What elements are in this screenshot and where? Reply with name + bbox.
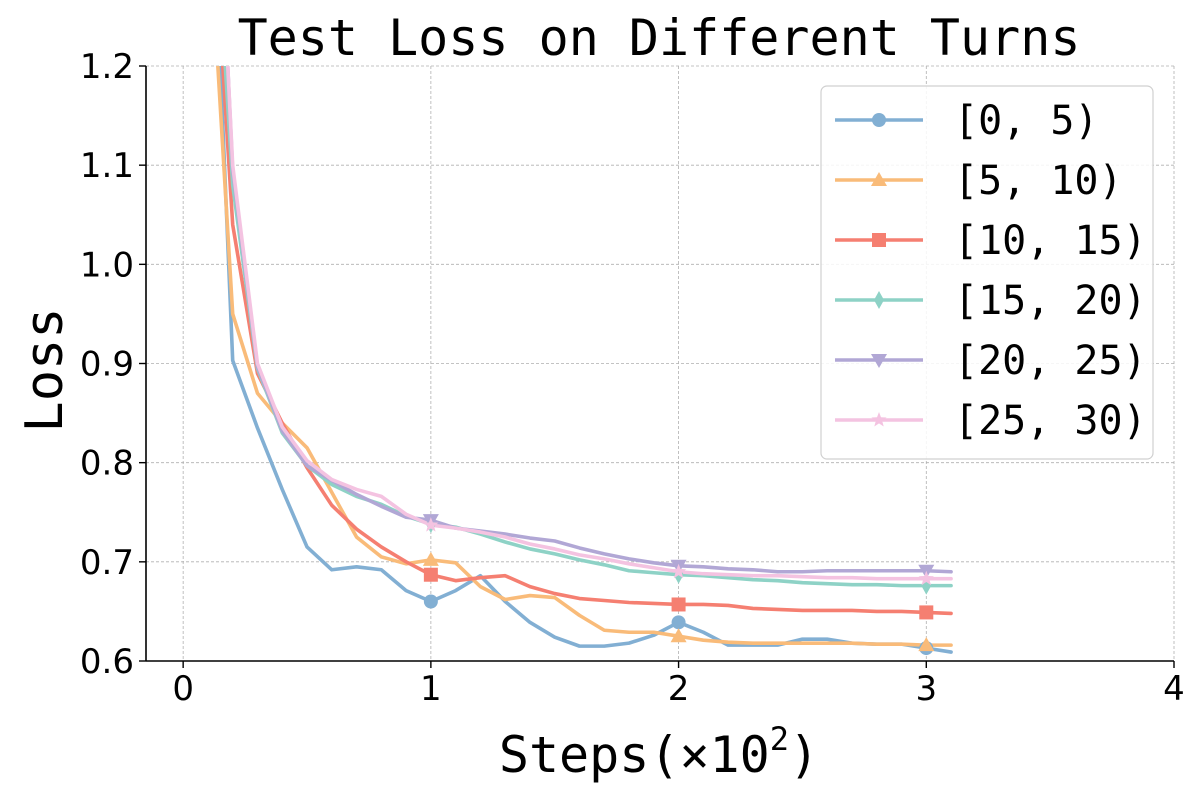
series-marker (919, 605, 934, 620)
y-tick-label: 1.1 (80, 146, 134, 186)
series-markers (422, 514, 935, 656)
series-marker (918, 570, 934, 586)
x-tick-label: 1 (420, 669, 442, 709)
legend-label: [10, 15) (954, 218, 1147, 264)
y-tick-label: 1.2 (80, 47, 134, 87)
series-marker (423, 517, 439, 532)
series-line (223, 66, 953, 588)
legend-label: [5, 10) (954, 158, 1123, 204)
x-axis-label-close: ) (789, 726, 819, 784)
series-lines (216, 66, 953, 654)
y-tick-label: 1.0 (80, 245, 134, 285)
series-marker (670, 563, 687, 579)
series-line (218, 66, 953, 654)
x-tick-label: 0 (172, 669, 194, 709)
y-tick-label: 0.9 (80, 345, 134, 385)
series-line (220, 66, 953, 616)
y-tick-label: 0.6 (80, 642, 134, 682)
legend-label: [15, 20) (954, 278, 1147, 324)
legend-marker (871, 412, 887, 427)
x-tick-label: 2 (668, 669, 690, 709)
x-axis-label-exponent: 2 (770, 720, 789, 758)
series-marker (671, 615, 686, 630)
legend-marker (872, 233, 886, 247)
series-line (225, 66, 953, 581)
legend-marker (874, 291, 884, 309)
x-tick-label: 4 (1163, 669, 1185, 709)
series-line (216, 66, 953, 647)
legend-label: [20, 25) (954, 338, 1147, 384)
legend-marker (871, 354, 887, 368)
x-axis-label: Steps(×102) (499, 720, 819, 784)
series-marker (423, 594, 438, 609)
y-tick-label: 0.7 (80, 543, 134, 583)
chart-title: Test Loss on Different Turns (238, 9, 1081, 67)
legend-marker (872, 113, 886, 127)
tick-labels: 0.6 0.7 0.8 0.9 1.0 1.1 1.2 0 1 2 3 4 (80, 47, 1185, 709)
y-axis-label: Loss (15, 307, 75, 432)
y-tick-label: 0.8 (80, 444, 134, 484)
series-marker (671, 597, 686, 612)
x-tick-label: 3 (915, 669, 937, 709)
legend: [0, 5) [5, 10) [10, 15) [15, 20) [20, 25) [25… (820, 85, 1154, 460)
series-marker (423, 567, 438, 582)
legend-label: [25, 30) (954, 398, 1147, 444)
legend-marker (871, 172, 887, 186)
x-axis-label-base: Steps(×10 (499, 726, 770, 784)
series-marker (422, 551, 439, 566)
series-marker (670, 628, 687, 643)
legend-label: [0, 5) (954, 98, 1099, 144)
series-marker (918, 637, 935, 652)
